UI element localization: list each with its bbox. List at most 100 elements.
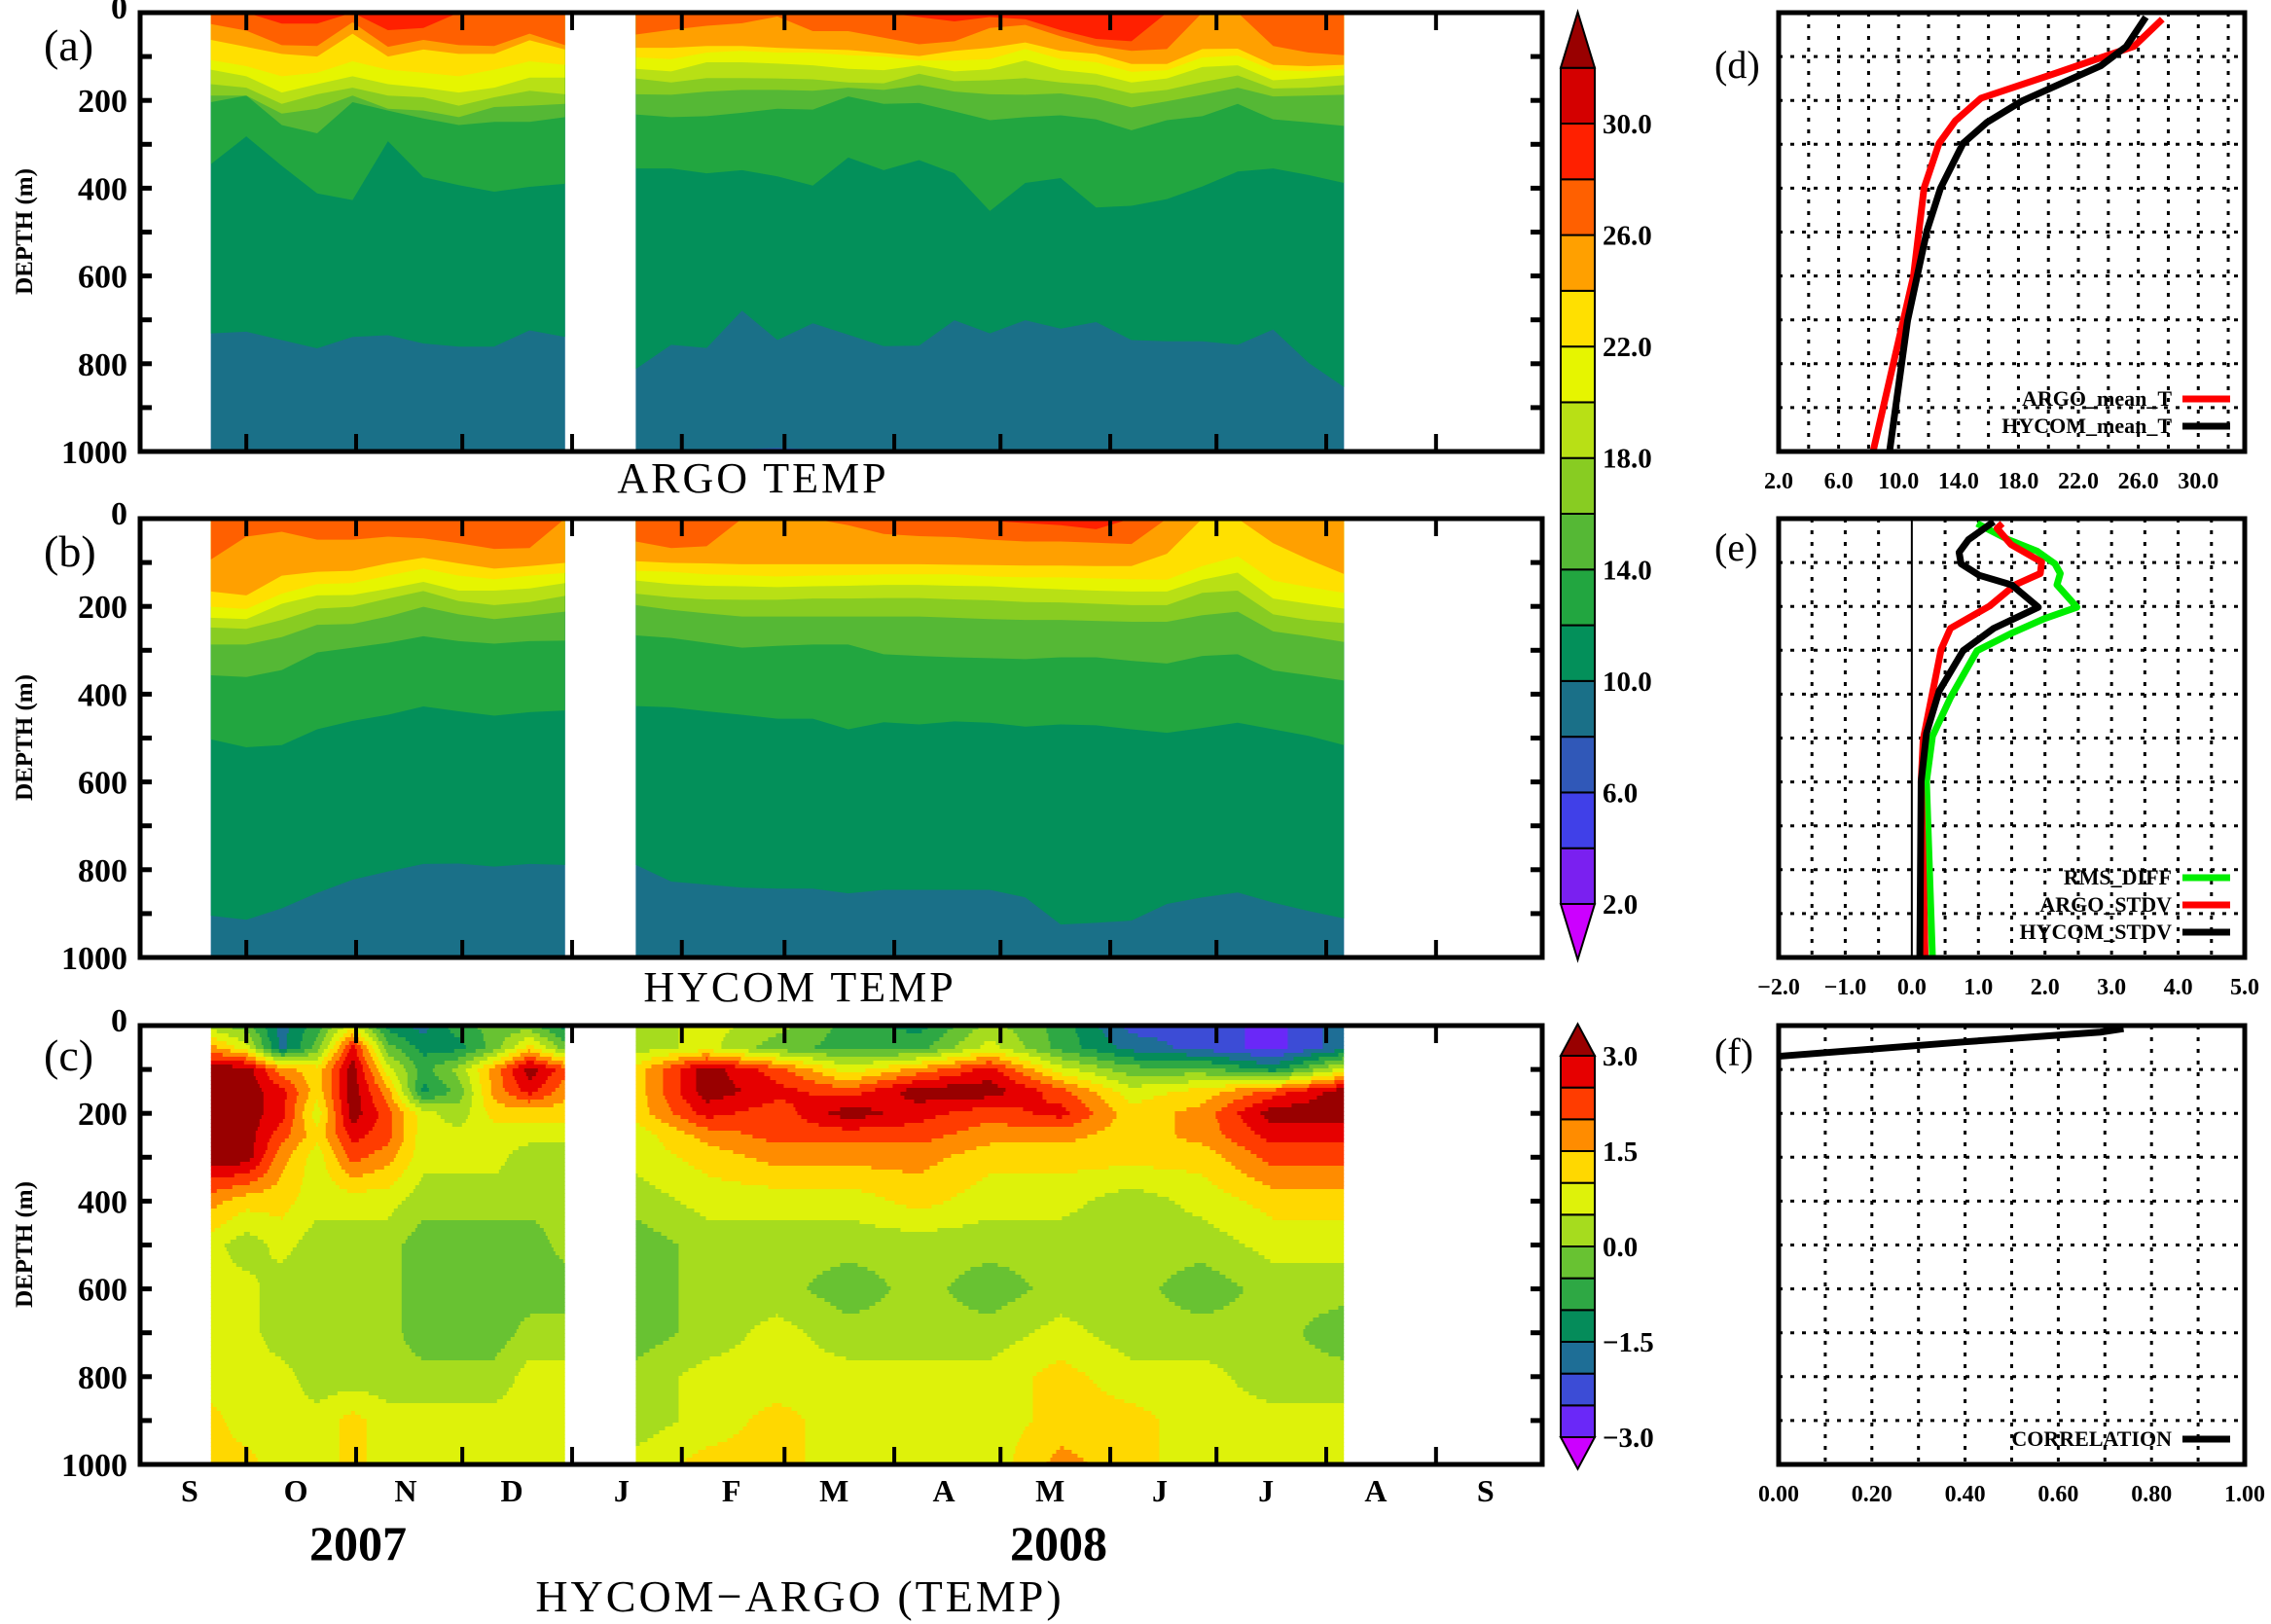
panel-c-cell: [861, 1092, 902, 1097]
panel-c-cell: [1256, 1154, 1345, 1159]
panel-c-cell: [385, 1084, 395, 1089]
panel-c-cell: [678, 1310, 844, 1315]
panel-c-cell: [941, 1053, 972, 1058]
panel-c-cell: [1118, 1080, 1190, 1085]
panel-c-cell: [892, 1084, 949, 1089]
panel-c-cell: [339, 1450, 368, 1455]
panel-c-cell: [259, 1123, 280, 1128]
panel-c-cell: [403, 1092, 413, 1097]
panel-c-cell: [775, 1080, 816, 1085]
panel-c-cell: [1270, 1185, 1345, 1190]
difference-colorbar-box: [1560, 1404, 1596, 1439]
panel-c-cell: [663, 1068, 682, 1073]
panel-c-cell: [649, 1181, 742, 1186]
panel-c-cell: [356, 1072, 366, 1077]
panel-c-cell: [678, 1314, 777, 1318]
panel-c-cell: [955, 1279, 1027, 1283]
panel-c-cell: [319, 1107, 329, 1112]
panel-c-cell: [1223, 1306, 1340, 1311]
panel-c-cell: [1062, 1115, 1091, 1120]
panel-c-cell: [635, 1103, 649, 1108]
panel-c-cell: [861, 1076, 898, 1081]
panel-c-cell: [323, 1037, 333, 1042]
panel-c-cell: [368, 1065, 378, 1069]
panel-c-cell: [553, 1247, 565, 1252]
panel-c-cell: [267, 1170, 284, 1174]
panel-c-cell: [758, 1411, 799, 1416]
panel-c-cell: [984, 1041, 997, 1046]
panel-c-cell: [379, 1061, 387, 1065]
panel-c-cell: [680, 1088, 698, 1093]
panel-c-cell: [290, 1080, 307, 1085]
panel-c-cell: [1097, 1057, 1136, 1062]
panel-c-cell: [514, 1045, 527, 1050]
panel-c-cell: [1112, 1119, 1176, 1124]
panel-c-cell: [562, 1259, 565, 1264]
panel-c-cell: [1108, 1103, 1202, 1108]
panel-c-cell: [1322, 1045, 1345, 1050]
panel-c-cell: [255, 1029, 269, 1034]
panel-c-cell: [1322, 1092, 1345, 1097]
panel-c-cell: [635, 1368, 690, 1373]
panel-c-cell: [210, 1310, 261, 1315]
panel-c-cell: [635, 1450, 700, 1455]
panel-c-cell: [265, 1065, 278, 1069]
panel-c-cell: [1003, 1349, 1120, 1353]
panel-c-cell: [551, 1092, 565, 1097]
panel-c-cell: [255, 1061, 267, 1065]
panel-c-cell: [674, 1333, 748, 1338]
panel-c-cell: [707, 1142, 991, 1147]
panel-c-cell: [1244, 1029, 1289, 1034]
panel-c-cell: [1223, 1368, 1345, 1373]
panel-c-cell: [210, 1209, 247, 1213]
panel-c-cell: [253, 1068, 267, 1073]
panel-c-cell: [366, 1080, 376, 1085]
panel-c-cell: [397, 1076, 409, 1081]
panel-c-cell: [401, 1298, 565, 1303]
panel-c-cell: [735, 1111, 799, 1116]
panel-c-cell: [401, 1306, 565, 1311]
panel-c-cell: [483, 1037, 506, 1042]
panel-c-cell: [988, 1173, 1204, 1178]
panel-c-cell: [1036, 1372, 1087, 1377]
panel-c-cell: [900, 1092, 1005, 1097]
temperature-colorbar-box: [1560, 568, 1596, 627]
panel-c-cell: [1025, 1084, 1054, 1089]
panel-c-cell: [1032, 1403, 1137, 1408]
panel-c-cell: [1085, 1372, 1229, 1377]
panel-c-cell: [401, 1321, 522, 1326]
panel-c-cell: [1332, 1068, 1345, 1073]
panel-c-cell: [807, 1286, 892, 1291]
month-label: M: [1035, 1473, 1064, 1508]
panel-c-cell: [212, 1403, 565, 1408]
panel-c-cell: [360, 1415, 565, 1420]
panel-c-cell: [224, 1244, 269, 1248]
panel-c-cell: [680, 1115, 707, 1120]
panel-c-cell: [210, 1271, 251, 1276]
panel-c-cell: [331, 1072, 341, 1077]
panel-c-cell: [401, 1271, 565, 1276]
panel-c-cell: [401, 1049, 420, 1054]
panel-c-cell: [635, 1454, 694, 1459]
panel-c-cell: [411, 1158, 508, 1163]
panel-c-cell: [1311, 1076, 1336, 1081]
panel-c-cell: [342, 1061, 352, 1065]
panel-c-cell: [678, 1282, 811, 1287]
panel-c-cell: [270, 1185, 302, 1190]
panel-c-cell: [668, 1053, 703, 1058]
panel-c-cell: [939, 1076, 1011, 1081]
panel-c-cell: [1040, 1325, 1085, 1330]
panel-c-cell: [228, 1033, 251, 1038]
panel-c-cell: [356, 1119, 378, 1124]
panel-c-cell: [210, 1216, 234, 1221]
panel-c-cell: [210, 1259, 234, 1264]
panel-c-cell: [376, 1033, 385, 1038]
panel-c-cell: [383, 1096, 393, 1101]
panel-c-cell: [504, 1088, 522, 1093]
panel-c-cell: [768, 1162, 939, 1167]
figure-title: HYCOM−ARGO (TEMP): [535, 1571, 1063, 1621]
panel-c-cell: [904, 1123, 982, 1128]
panel-c-cell: [518, 1041, 541, 1046]
panel-c-cell: [210, 1329, 261, 1334]
panel-c-cell: [292, 1119, 306, 1124]
